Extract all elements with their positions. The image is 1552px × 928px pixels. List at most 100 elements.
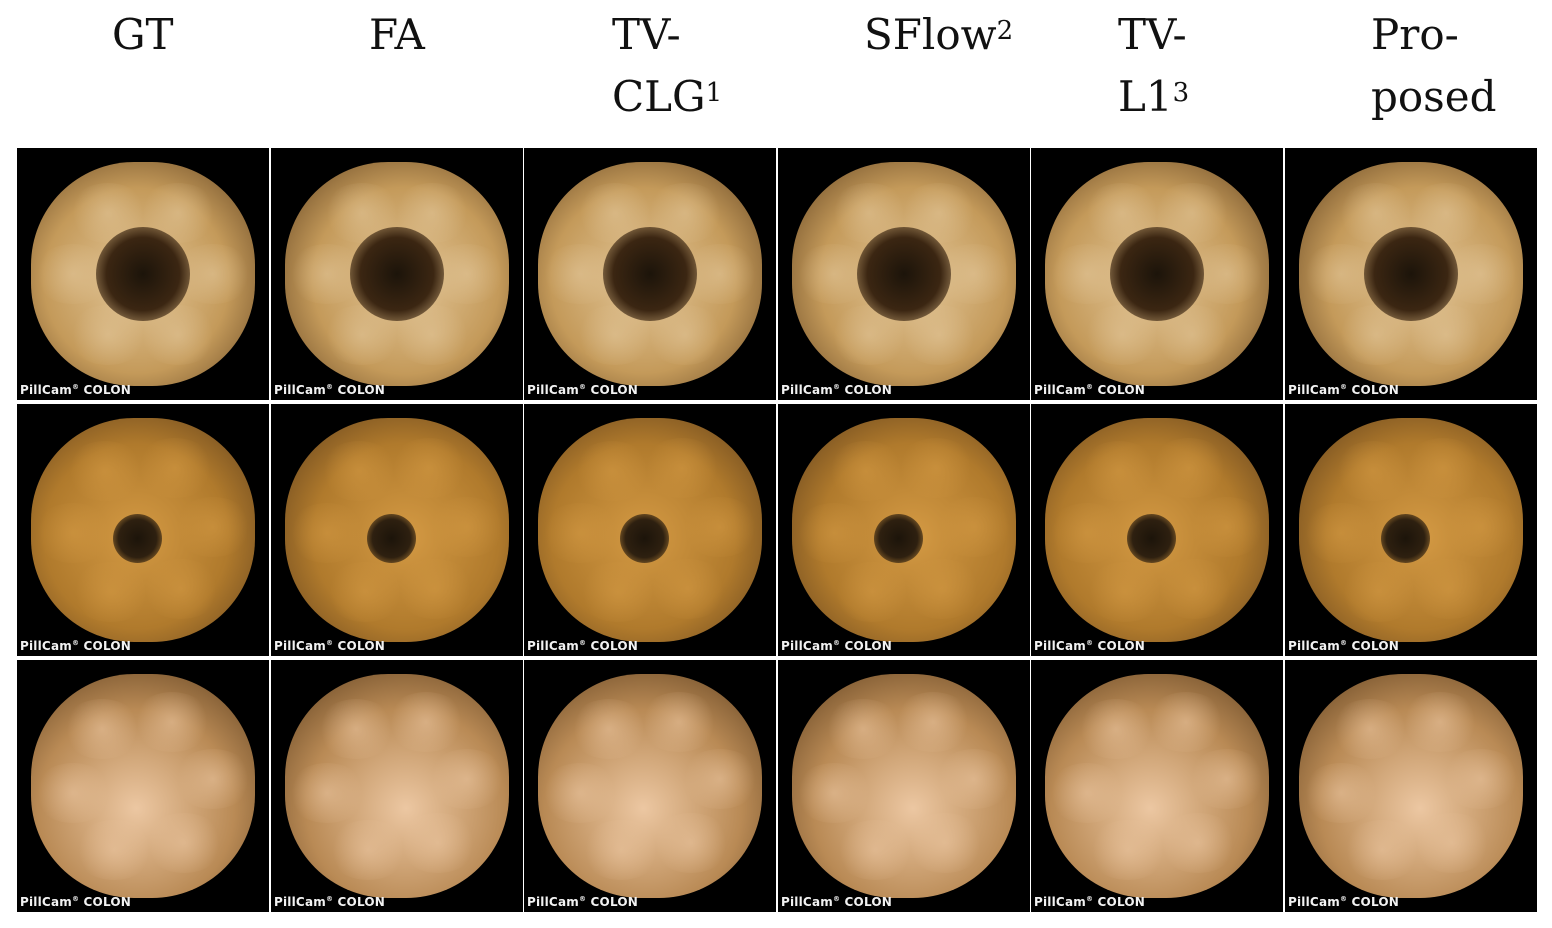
endoscopy-view (538, 162, 762, 386)
endoscopy-view (538, 418, 762, 642)
endoscopy-view (31, 162, 255, 386)
mucosa-fold (1301, 503, 1382, 564)
mucosa-fold (933, 496, 1014, 557)
mucosa-fold (834, 819, 915, 880)
mucosa-fold (327, 819, 408, 880)
mucosa-fold (1301, 762, 1382, 823)
endoscopy-view (1299, 418, 1523, 642)
pillcam-colon-watermark: PillCam® COLON (1288, 383, 1400, 397)
lumen-opening (1110, 227, 1204, 321)
mucosa-fold (1186, 749, 1267, 810)
column-headers: GT FA TV- CLG1 SFlow2 TV- L13 Pro- posed (0, 0, 1552, 140)
pillcam-colon-watermark: PillCam® COLON (1034, 895, 1146, 909)
mucosa-fold (324, 562, 405, 623)
mucosa-fold (62, 698, 143, 759)
mucosa-fold (639, 692, 720, 753)
pillcam-colon-watermark: PillCam® COLON (781, 639, 893, 653)
endoscopy-view (792, 674, 1016, 898)
mucosa-fold (1146, 692, 1227, 753)
endoscopy-view (1299, 162, 1523, 386)
column-title-gt: GT (112, 10, 174, 59)
lumen-opening (1364, 227, 1458, 321)
lumen-opening (873, 513, 923, 563)
mucosa-fold (172, 496, 253, 557)
pillcam-colon-watermark: PillCam® COLON (274, 895, 386, 909)
lumen-opening (350, 227, 444, 321)
lumen-opening (1126, 513, 1176, 563)
mucosa-fold (287, 762, 368, 823)
mucosa-fold (1079, 441, 1160, 502)
frame-row-1-tvclg: PillCam® COLON (524, 148, 776, 400)
mucosa-fold (70, 562, 151, 623)
frame-row-3-proposed: PillCam® COLON (1285, 660, 1537, 912)
mucosa-fold (319, 441, 400, 502)
mucosa-fold (1047, 762, 1128, 823)
column-title-tv-l1: TV- L13 (1118, 10, 1190, 121)
column-title-fa: FA (369, 10, 425, 59)
endoscopy-view (1045, 162, 1269, 386)
mucosa-fold (65, 441, 146, 502)
mucosa-fold (426, 496, 507, 557)
pillcam-colon-watermark: PillCam® COLON (20, 895, 132, 909)
endoscopy-view (31, 674, 255, 898)
frame-row-1-proposed: PillCam® COLON (1285, 148, 1537, 400)
pillcam-colon-watermark: PillCam® COLON (20, 383, 132, 397)
endoscopy-view (1299, 674, 1523, 898)
frame-row-2-proposed: PillCam® COLON (1285, 404, 1537, 656)
mucosa-fold (647, 558, 728, 619)
pillcam-colon-watermark: PillCam® COLON (1034, 639, 1146, 653)
frame-row-1-tvl1: PillCam® COLON (1031, 148, 1283, 400)
lumen-opening (96, 227, 190, 321)
mucosa-fold (826, 441, 907, 502)
mucosa-fold (33, 762, 114, 823)
frame-row-1-gt: PillCam® COLON (17, 148, 269, 400)
mucosa-fold (893, 692, 974, 753)
mucosa-fold (1047, 503, 1128, 564)
mucosa-fold (172, 749, 253, 810)
frame-row-3-gt: PillCam® COLON (17, 660, 269, 912)
mucosa-fold (569, 698, 650, 759)
mucosa-fold (316, 698, 397, 759)
pillcam-colon-watermark: PillCam® COLON (527, 639, 639, 653)
mucosa-fold (1411, 813, 1492, 874)
mucosa-fold (933, 749, 1014, 810)
frame-row-2-tvl1: PillCam® COLON (1031, 404, 1283, 656)
mucosa-fold (135, 437, 216, 498)
frame-row-1-fa: PillCam® COLON (271, 148, 523, 400)
endoscopy-view (792, 418, 1016, 642)
pillcam-colon-watermark: PillCam® COLON (274, 383, 386, 397)
frame-row-1-sflow: PillCam® COLON (778, 148, 1030, 400)
mucosa-fold (287, 503, 368, 564)
mucosa-fold (426, 749, 507, 810)
mucosa-fold (650, 813, 731, 874)
mucosa-fold (540, 762, 621, 823)
lumen-opening (1380, 513, 1430, 563)
mucosa-fold (1186, 496, 1267, 557)
endoscopy-view (1045, 674, 1269, 898)
mucosa-fold (1157, 813, 1238, 874)
pillcam-colon-watermark: PillCam® COLON (274, 639, 386, 653)
column-title-proposed: Pro- posed (1371, 10, 1497, 121)
endoscopy-view (285, 674, 509, 898)
mucosa-fold (1333, 441, 1414, 502)
mucosa-fold (1087, 819, 1168, 880)
frame-row-2-gt: PillCam® COLON (17, 404, 269, 656)
lumen-opening (603, 227, 697, 321)
frame-row-3-tvclg: PillCam® COLON (524, 660, 776, 912)
frame-row-2-sflow: PillCam® COLON (778, 404, 1030, 656)
mucosa-fold (642, 437, 723, 498)
mucosa-fold (1154, 558, 1235, 619)
lumen-opening (857, 227, 951, 321)
pillcam-colon-watermark: PillCam® COLON (781, 383, 893, 397)
pillcam-colon-watermark: PillCam® COLON (1288, 895, 1400, 909)
mucosa-fold (140, 558, 221, 619)
mucosa-fold (1341, 819, 1422, 880)
mucosa-fold (577, 562, 658, 623)
lumen-opening (366, 513, 416, 563)
mucosa-fold (831, 562, 912, 623)
endoscopy-view (792, 162, 1016, 386)
mucosa-fold (389, 437, 470, 498)
pillcam-colon-watermark: PillCam® COLON (527, 383, 639, 397)
column-title-tv-clg: TV- CLG1 (612, 10, 723, 121)
endoscopy-view (538, 674, 762, 898)
